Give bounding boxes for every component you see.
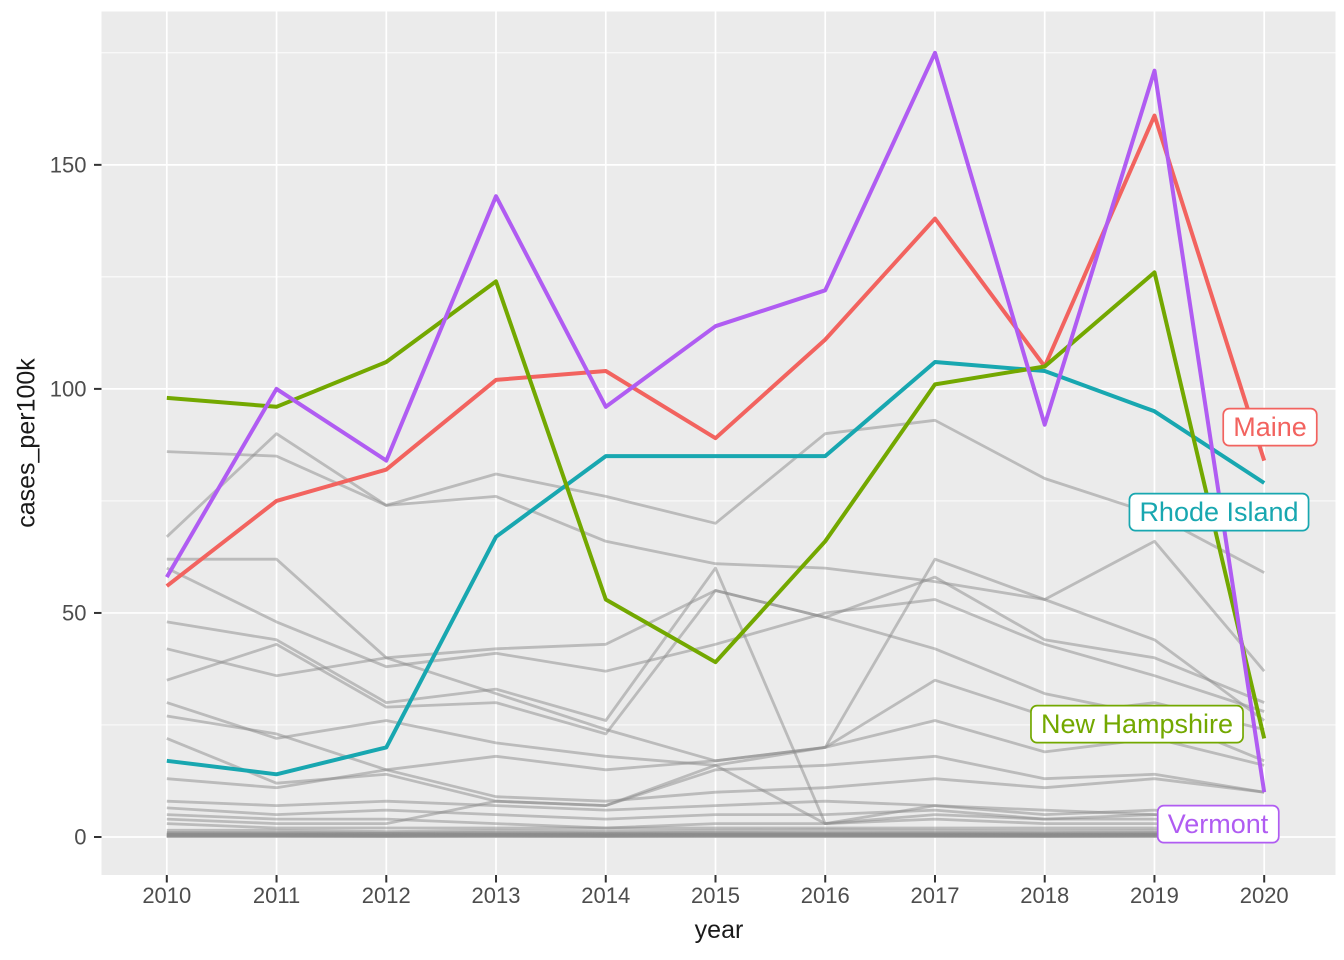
state-label-new-hampshire: New Hampshire bbox=[1030, 704, 1244, 744]
y-tick-label: 50 bbox=[62, 600, 86, 625]
series-line-maine bbox=[165, 113, 1267, 588]
gray-state-line bbox=[166, 806, 1265, 825]
x-tick-label: 2014 bbox=[581, 883, 630, 908]
state-label-box bbox=[1222, 407, 1318, 447]
x-tick-label: 2020 bbox=[1240, 883, 1289, 908]
state-label-box bbox=[1156, 804, 1280, 844]
state-label-box bbox=[1030, 704, 1244, 744]
state-label-text: Maine bbox=[1233, 412, 1307, 442]
gray-state-line bbox=[166, 768, 1265, 803]
state-label-rhode-island: Rhode Island bbox=[1128, 492, 1310, 532]
state-label-box bbox=[1128, 492, 1310, 532]
gray-state-line bbox=[166, 828, 1265, 833]
state-label-maine: Maine bbox=[1222, 407, 1318, 447]
gray-state-line bbox=[166, 566, 1265, 825]
gray-state-line bbox=[166, 418, 1265, 574]
x-tick-label: 2016 bbox=[801, 883, 850, 908]
y-axis-title: cases_per100k bbox=[12, 358, 41, 528]
gray-state-line bbox=[166, 737, 1265, 825]
x-tick-label: 2015 bbox=[691, 883, 740, 908]
x-tick-label: 2018 bbox=[1020, 883, 1069, 908]
series-line-rhode-island bbox=[166, 360, 1266, 777]
x-tick-label: 2019 bbox=[1130, 883, 1179, 908]
x-tick-label: 2011 bbox=[253, 883, 300, 908]
gray-state-line bbox=[166, 589, 1265, 763]
y-tick-label: 100 bbox=[50, 376, 87, 401]
x-tick-label: 2010 bbox=[142, 883, 191, 908]
gray-state-line bbox=[166, 822, 1265, 830]
state-label-text: Vermont bbox=[1168, 809, 1269, 839]
state-label-vermont: Vermont bbox=[1156, 804, 1280, 844]
y-tick-label: 150 bbox=[50, 152, 87, 177]
y-tick-label: 0 bbox=[74, 825, 86, 850]
panel-background bbox=[101, 11, 1336, 875]
gray-state-line bbox=[166, 799, 1265, 816]
gray-state-line bbox=[166, 813, 1265, 830]
series-line-vermont bbox=[165, 50, 1267, 793]
state-label-text: Rhode Island bbox=[1139, 497, 1298, 527]
x-tick-label: 2012 bbox=[362, 883, 411, 908]
state-label-text: New Hampshire bbox=[1041, 709, 1233, 739]
x-axis-title: year bbox=[694, 916, 744, 944]
x-tick-label: 2017 bbox=[911, 883, 960, 908]
series-line-new-hampshire bbox=[166, 270, 1267, 739]
gray-state-line bbox=[166, 566, 1265, 713]
x-tick-label: 2013 bbox=[472, 883, 521, 908]
gray-state-line bbox=[166, 754, 1265, 825]
